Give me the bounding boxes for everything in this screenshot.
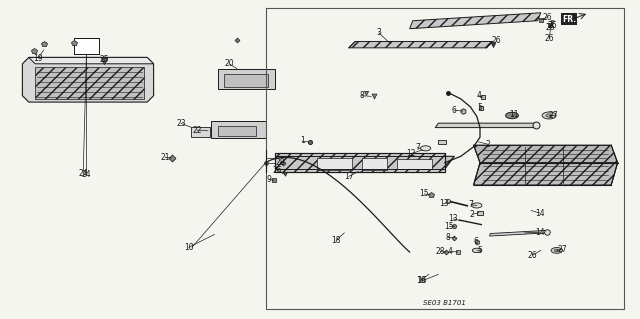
Text: 26: 26 <box>545 23 556 32</box>
Bar <box>218 126 256 136</box>
Polygon shape <box>435 123 538 128</box>
Text: 20: 20 <box>224 59 234 68</box>
Text: FR.: FR. <box>562 15 576 24</box>
Text: 11: 11 <box>509 110 518 119</box>
Text: 5: 5 <box>477 103 483 112</box>
Circle shape <box>420 146 431 151</box>
Text: SE03 B1701: SE03 B1701 <box>424 300 466 306</box>
Polygon shape <box>410 13 541 29</box>
Text: 4: 4 <box>447 247 452 256</box>
Text: 6: 6 <box>452 106 457 115</box>
Text: 26: 26 <box>492 36 502 45</box>
Circle shape <box>472 203 482 208</box>
Text: 26: 26 <box>527 251 538 260</box>
Text: 14: 14 <box>534 209 545 218</box>
Circle shape <box>506 112 518 119</box>
Polygon shape <box>490 230 548 236</box>
Text: 15: 15 <box>444 222 454 231</box>
Text: 23: 23 <box>176 119 186 128</box>
Bar <box>275 153 445 172</box>
Bar <box>368 160 406 167</box>
Circle shape <box>554 249 559 252</box>
Text: 13: 13 <box>438 199 449 208</box>
Bar <box>317 158 352 170</box>
Text: 8: 8 <box>445 233 451 242</box>
Text: 24: 24 <box>78 169 88 178</box>
Text: 24: 24 <box>81 170 92 179</box>
Text: 16: 16 <box>417 276 428 285</box>
Text: 5: 5 <box>477 246 483 255</box>
Text: 16: 16 <box>416 276 426 285</box>
Text: 15: 15 <box>419 189 429 198</box>
Text: 2: 2 <box>470 210 475 219</box>
Text: 2: 2 <box>485 140 490 149</box>
Text: 8: 8 <box>359 91 364 100</box>
Bar <box>191 127 210 137</box>
Text: 19: 19 <box>33 54 44 63</box>
Text: 26: 26 <box>542 13 552 22</box>
Circle shape <box>542 112 556 119</box>
Bar <box>477 211 483 215</box>
Polygon shape <box>349 41 493 48</box>
Polygon shape <box>275 156 454 169</box>
Polygon shape <box>474 145 618 163</box>
Text: 9: 9 <box>266 175 271 184</box>
Text: 3: 3 <box>376 28 381 37</box>
Text: 10: 10 <box>184 243 194 252</box>
Text: 28: 28 <box>436 247 445 256</box>
Bar <box>410 160 435 167</box>
Text: 7: 7 <box>415 143 420 152</box>
Text: 6: 6 <box>473 237 478 246</box>
Polygon shape <box>218 69 275 89</box>
Bar <box>438 140 446 144</box>
Bar <box>362 158 387 170</box>
Text: 28: 28 <box>276 158 285 167</box>
Circle shape <box>546 114 552 117</box>
Polygon shape <box>35 67 144 99</box>
Text: 18: 18 <box>332 236 340 245</box>
Polygon shape <box>211 121 266 138</box>
Bar <box>314 160 352 167</box>
Text: 21: 21 <box>161 153 170 162</box>
Text: 25: 25 <box>99 56 109 64</box>
Text: 22: 22 <box>193 126 202 135</box>
Bar <box>397 159 432 169</box>
Text: 1: 1 <box>300 137 305 145</box>
Text: 13: 13 <box>448 214 458 223</box>
Polygon shape <box>275 153 445 172</box>
Text: 17: 17 <box>344 172 354 181</box>
Polygon shape <box>29 57 154 64</box>
Text: 26: 26 <box>544 34 554 43</box>
Text: 4: 4 <box>476 91 481 100</box>
Text: 14: 14 <box>534 228 545 237</box>
Text: 27: 27 <box>557 245 567 254</box>
Polygon shape <box>22 57 154 102</box>
Bar <box>224 74 268 87</box>
Circle shape <box>551 248 563 253</box>
Circle shape <box>472 248 481 253</box>
Text: 12: 12 <box>406 149 415 158</box>
Text: 27: 27 <box>548 111 559 120</box>
Text: 7: 7 <box>468 200 474 209</box>
Polygon shape <box>474 163 618 185</box>
Text: 26: 26 <box>272 166 282 174</box>
Bar <box>74 38 99 54</box>
Text: 26: 26 <box>547 21 557 30</box>
